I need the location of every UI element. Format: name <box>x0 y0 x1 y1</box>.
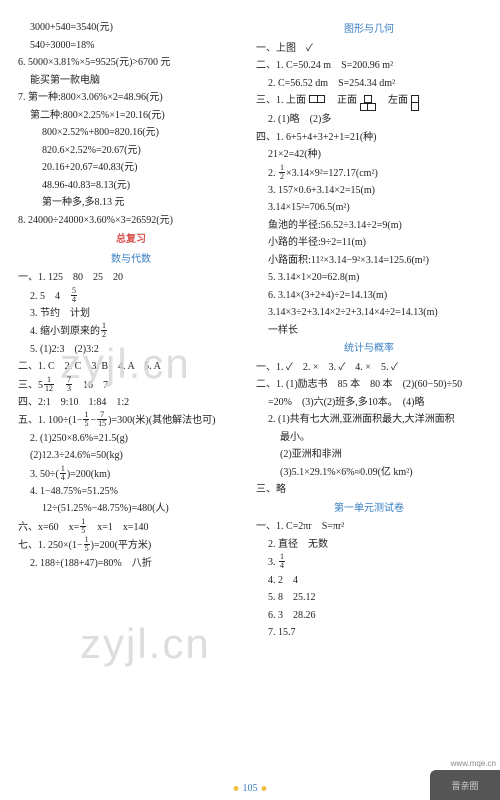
text-line: 四、1. 6+5+4+3+2+1=21(种) <box>256 130 482 147</box>
text-line: 第二种:800×2.25%×1=20.16(元) <box>18 108 244 125</box>
text-line: 2. 188÷(188+47)=80% 八折 <box>18 556 244 573</box>
text-line: 2. 直径 无数 <box>256 537 482 554</box>
text-line: 2. C=56.52 dm S=254.34 dm² <box>256 76 482 93</box>
text-line: 3. 14 <box>256 554 482 571</box>
text-line: (2)12.3÷24.6%=50(kg) <box>18 448 244 465</box>
text-line: 7. 第一种:800×3.06%×2=48.96(元) <box>18 90 244 107</box>
text-line: 5. 3.14×1×20=62.8(m) <box>256 270 482 287</box>
dot-icon <box>234 786 239 791</box>
text-line: 4. 2 4 <box>256 573 482 590</box>
text-line: 七、1. 250×(1−15)=200(平方米) <box>18 537 244 554</box>
right-column: 图形与几何 一、上图 ✓ 二、1. C=50.24 m S=200.96 m² … <box>256 20 482 643</box>
text-line: 3. 157×0.6+3.14×2=15(m) <box>256 183 482 200</box>
text-line: 五、1. 100÷(1−15−715)=300(米)(其他解法也可) <box>18 412 244 429</box>
text-line: 20.16+20.67=40.83(元) <box>18 160 244 177</box>
text-line: 一、1. 125 80 25 20 <box>18 270 244 287</box>
subtitle-unit-test: 第一单元测试卷 <box>256 501 482 518</box>
text-line: 第一种多,多8.13 元 <box>18 195 244 212</box>
text-line: 能买第一款电脑 <box>18 73 244 90</box>
text-line: 5. 8 25.12 <box>256 590 482 607</box>
text-line: 8. 24000÷24000×3.60%×3=26592(元) <box>18 213 244 230</box>
text-line: 小路的半径:9÷2=11(m) <box>256 235 482 252</box>
subtitle-algebra: 数与代数 <box>18 252 244 269</box>
text-line: 三、5112 73 16 7 <box>18 377 244 394</box>
text-line: 四、2:1 9:10 1:84 1:2 <box>18 395 244 412</box>
page-content: 3000+540=3540(元) 540÷3000=18% 6. 5000×3.… <box>0 0 500 673</box>
text-line: 2. (1)略 (2)多 <box>256 112 482 129</box>
corner-logo: 晋亲圈 <box>430 770 500 800</box>
text-line: =20% (3)六(2)班多,多10本。 (4)略 <box>256 395 482 412</box>
subtitle-statistics: 统计与概率 <box>256 341 482 358</box>
text-line: 2. (1)共有七大洲,亚洲面积最大,大洋洲面积 <box>256 412 482 429</box>
text-line: 二、1. C 2. C 3. B 4. A 5. A <box>18 359 244 376</box>
text-line: 六、x=60 x=15 x=1 x=140 <box>18 519 244 536</box>
text-line: 540÷3000=18% <box>18 38 244 55</box>
text-line: (3)5.1×29.1%×6%≈0.09(亿 km²) <box>256 465 482 482</box>
page-number: 105 <box>234 783 267 794</box>
text-line: 一样长 <box>256 323 482 340</box>
front-view-icon <box>360 95 376 111</box>
text-line: 5. (1)2:3 (2)3:2 <box>18 342 244 359</box>
side-view-icon <box>411 95 419 111</box>
text-line: 小路面积:11²×3.14−9²×3.14=125.6(m²) <box>256 253 482 270</box>
text-line: 2. 5 4 54 <box>18 288 244 305</box>
shape-line: 三、1. 上面 正面 左面 <box>256 93 482 111</box>
text-line: 4. 1−48.75%=51.25% <box>18 484 244 501</box>
section-title-review: 总复习 <box>18 232 244 249</box>
subtitle-geometry: 图形与几何 <box>256 22 482 39</box>
text-line: 三、略 <box>256 482 482 499</box>
text-line: 4. 缩小到原来的12 <box>18 323 244 340</box>
text-line: 12÷(51.25%−48.75%)=480(人) <box>18 501 244 518</box>
dot-icon <box>262 786 267 791</box>
text-line: 3.14×3÷2+3.14×2÷2+3.14×4÷2=14.13(m) <box>256 305 482 322</box>
text-line: 6. 3.14×(3+2+4)÷2=14.13(m) <box>256 288 482 305</box>
text-line: 2. (1)250×8.6%=21.5(g) <box>18 431 244 448</box>
text-line: 48.96-40.83=8.13(元) <box>18 178 244 195</box>
text-line: 800×2.52%+800=820.16(元) <box>18 125 244 142</box>
text-line: 21×2=42(种) <box>256 147 482 164</box>
text-line: 820.6×2.52%=20.67(元) <box>18 143 244 160</box>
text-line: 一、1. C=2πr S=πr² <box>256 519 482 536</box>
text-line: 6. 5000×3.81%×5=9525(元)>6700 元 <box>18 55 244 72</box>
text-line: 3000+540=3540(元) <box>18 20 244 37</box>
text-line: 二、1. C=50.24 m S=200.96 m² <box>256 58 482 75</box>
text-line: 6. 3 28.26 <box>256 608 482 625</box>
top-view-icon <box>309 95 325 103</box>
text-line: 3.14×15²=706.5(m²) <box>256 200 482 217</box>
text-line: (2)亚洲和非洲 <box>256 447 482 464</box>
text-line: 一、上图 ✓ <box>256 41 482 58</box>
text-line: 3. 50÷(14)=200(km) <box>18 466 244 483</box>
text-line: 2. 12×3.14×9²=127.17(cm²) <box>256 165 482 182</box>
text-line: 鱼池的半径:56.52÷3.14÷2=9(m) <box>256 218 482 235</box>
text-line: 3. 节约 计划 <box>18 306 244 323</box>
left-column: 3000+540=3540(元) 540÷3000=18% 6. 5000×3.… <box>18 20 244 643</box>
text-line: 7. 15.7 <box>256 625 482 642</box>
text-line: 一、1. ✓ 2. × 3. ✓ 4. × 5. ✓ <box>256 360 482 377</box>
text-line: 最小。 <box>256 430 482 447</box>
text-line: 二、1. (1)励志书 85 本 80 本 (2)(60−50)÷50 <box>256 377 482 394</box>
corner-url: www.mqe.cn <box>451 759 496 768</box>
